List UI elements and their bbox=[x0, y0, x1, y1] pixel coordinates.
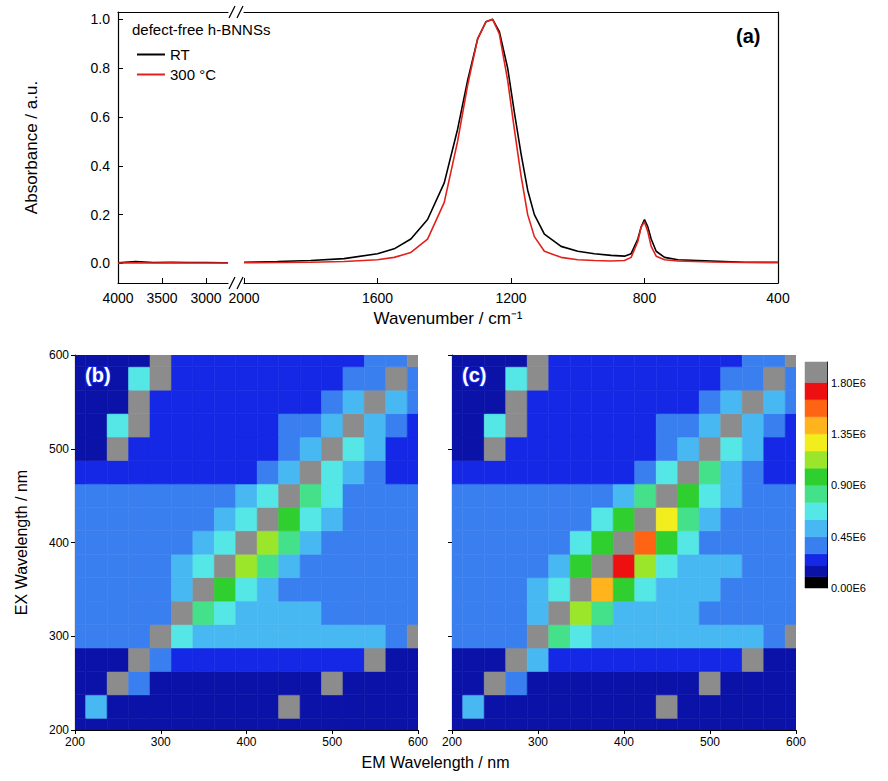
svg-text:200: 200 bbox=[49, 723, 69, 737]
svg-text:200: 200 bbox=[65, 735, 85, 749]
svg-text:1.80E6: 1.80E6 bbox=[831, 377, 866, 389]
svg-text:1600: 1600 bbox=[362, 290, 393, 306]
svg-text:400: 400 bbox=[766, 290, 790, 306]
svg-text:2000: 2000 bbox=[228, 290, 259, 306]
svg-text:Wavenumber / cm⁻¹: Wavenumber / cm⁻¹ bbox=[374, 309, 523, 328]
svg-text:0.2: 0.2 bbox=[91, 207, 111, 223]
svg-text:600: 600 bbox=[49, 348, 69, 362]
svg-text:EX Wavelength / nm: EX Wavelength / nm bbox=[13, 470, 30, 615]
svg-text:400: 400 bbox=[614, 735, 634, 749]
svg-text:Absorbance / a.u.: Absorbance / a.u. bbox=[22, 81, 41, 214]
svg-text:0.90E6: 0.90E6 bbox=[831, 479, 866, 491]
svg-text:3500: 3500 bbox=[146, 290, 177, 306]
svg-text:4000: 4000 bbox=[102, 290, 133, 306]
svg-text:300: 300 bbox=[151, 735, 171, 749]
svg-text:500: 500 bbox=[322, 735, 342, 749]
svg-text:300 °C: 300 °C bbox=[170, 66, 216, 83]
svg-text:1.35E6: 1.35E6 bbox=[831, 428, 866, 440]
svg-text:0.4: 0.4 bbox=[91, 158, 111, 174]
svg-text:(c): (c) bbox=[462, 364, 486, 386]
svg-text:400: 400 bbox=[49, 536, 69, 550]
svg-text:500: 500 bbox=[49, 442, 69, 456]
svg-text:600: 600 bbox=[786, 735, 806, 749]
svg-text:0.45E6: 0.45E6 bbox=[831, 531, 866, 543]
svg-text:(b): (b) bbox=[85, 364, 111, 386]
svg-text:400: 400 bbox=[236, 735, 256, 749]
svg-text:500: 500 bbox=[700, 735, 720, 749]
svg-text:0.6: 0.6 bbox=[91, 109, 111, 125]
svg-text:0.00E6: 0.00E6 bbox=[831, 582, 866, 594]
svg-text:(a): (a) bbox=[736, 25, 760, 47]
svg-text:0.0: 0.0 bbox=[91, 255, 111, 271]
svg-text:0.8: 0.8 bbox=[91, 60, 111, 76]
svg-text:EM Wavelength / nm: EM Wavelength / nm bbox=[362, 754, 510, 771]
svg-text:RT: RT bbox=[170, 46, 190, 63]
svg-text:300: 300 bbox=[528, 735, 548, 749]
svg-text:3000: 3000 bbox=[190, 290, 221, 306]
svg-text:600: 600 bbox=[408, 735, 428, 749]
svg-text:defect-free h-BNNSs: defect-free h-BNNSs bbox=[132, 21, 270, 38]
svg-text:1.0: 1.0 bbox=[91, 11, 111, 27]
svg-text:300: 300 bbox=[49, 629, 69, 643]
svg-text:800: 800 bbox=[633, 290, 657, 306]
svg-text:200: 200 bbox=[442, 735, 462, 749]
svg-text:1200: 1200 bbox=[495, 290, 526, 306]
